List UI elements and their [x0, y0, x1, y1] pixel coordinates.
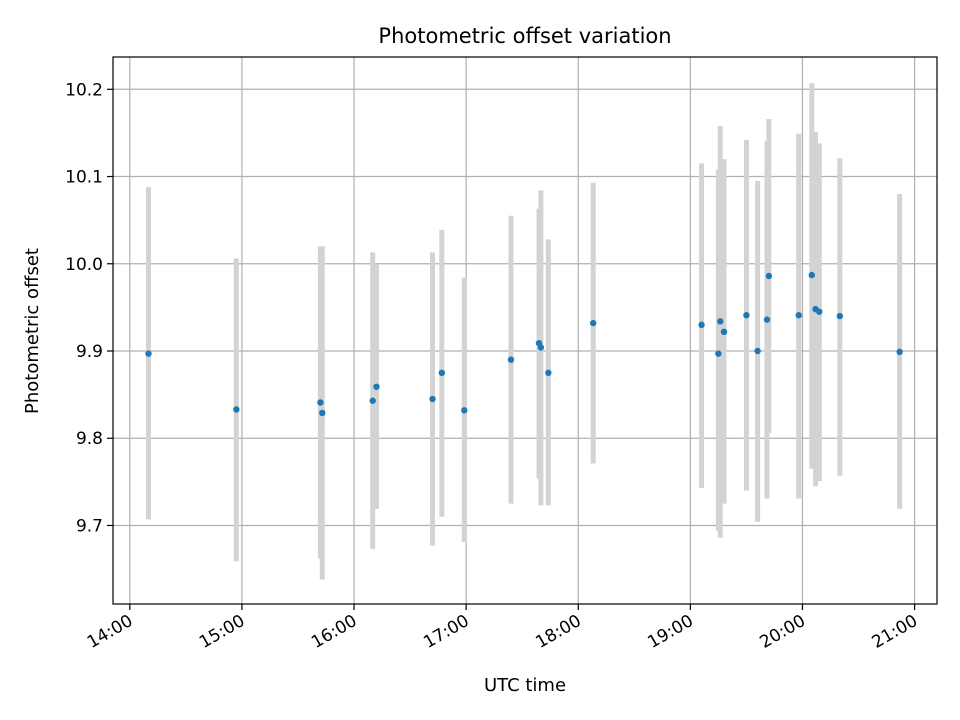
data-point	[429, 395, 436, 403]
y-tick-label: 10.1	[65, 168, 103, 188]
y-tick-label: 10.0	[65, 255, 103, 275]
data-point	[763, 316, 771, 323]
data-point	[836, 312, 844, 320]
data-point	[537, 344, 545, 351]
data-point	[720, 328, 728, 336]
y-tick-label: 9.7	[76, 516, 103, 536]
data-point	[319, 409, 326, 417]
data-point	[589, 319, 597, 327]
axes-frame	[112, 56, 938, 605]
data-points	[145, 271, 903, 417]
data-point	[754, 347, 761, 355]
y-tick-label: 9.8	[76, 429, 103, 449]
data-point	[896, 348, 903, 356]
data-point	[816, 308, 823, 315]
data-point	[717, 318, 724, 325]
data-point	[461, 407, 468, 414]
data-point	[765, 272, 773, 280]
y-axis-ticks: 9.7 9.8 9.9 10.0 10.1 10.2	[65, 80, 113, 536]
data-point	[317, 399, 324, 406]
y-tick-label: 10.2	[65, 80, 103, 100]
data-point	[795, 312, 802, 319]
data-point	[373, 383, 380, 390]
data-point	[698, 321, 705, 329]
data-point	[545, 369, 552, 377]
y-axis-label: Photometric offset	[22, 248, 43, 414]
data-point	[715, 350, 722, 357]
data-point	[438, 369, 446, 377]
data-point	[369, 397, 376, 404]
data-point	[743, 312, 750, 319]
chart-title: Photometric offset variation	[378, 24, 671, 48]
x-axis-label: UTC time	[484, 675, 566, 696]
data-point	[507, 356, 515, 363]
data-point	[233, 406, 240, 413]
data-point	[808, 271, 816, 279]
y-tick-label: 9.9	[76, 342, 103, 362]
data-point	[145, 350, 152, 357]
